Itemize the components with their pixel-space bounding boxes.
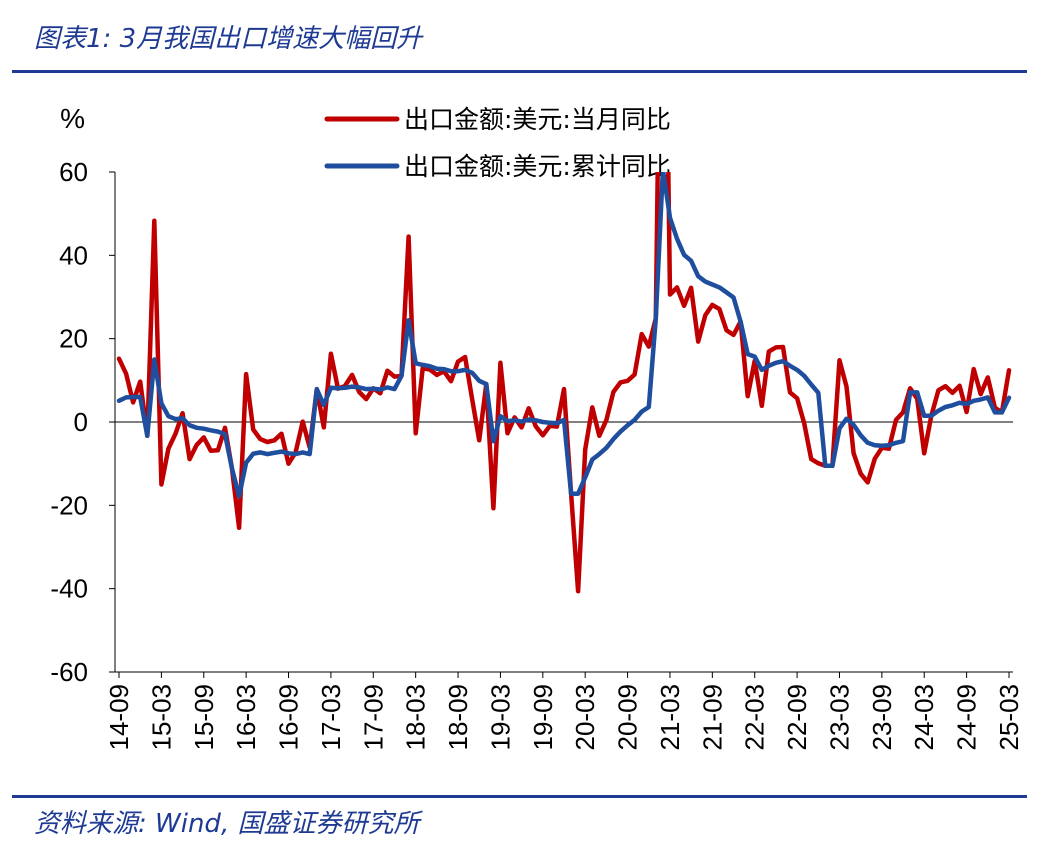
x-tick-label: 18-09 [443, 684, 473, 751]
x-tick-label: 15-09 [189, 684, 219, 751]
x-tick-label: 23-03 [824, 684, 854, 751]
x-tick-label: 23-09 [867, 684, 897, 751]
top-divider [12, 70, 1027, 73]
x-tick-label: 17-09 [358, 684, 388, 751]
x-tick-label: 16-09 [274, 684, 304, 751]
x-tick-label: 19-03 [485, 684, 515, 751]
series-line-1 [116, 172, 1012, 594]
x-tick-label: 14-09 [104, 684, 134, 751]
x-tick-label: 22-03 [740, 684, 770, 751]
legend-label-2: 出口金额:美元:累计同比 [404, 152, 671, 181]
series-layer [116, 172, 1012, 594]
y-tick-label: 60 [59, 157, 88, 187]
x-tick-label: 24-03 [909, 684, 939, 751]
x-tick-label: 19-09 [528, 684, 558, 751]
y-tick-label: 40 [59, 240, 88, 270]
figure-source: 资料来源: Wind, 国盛证券研究所 [34, 809, 420, 839]
y-axis-unit-label: % [60, 103, 85, 134]
x-tick-label: 20-03 [570, 684, 600, 751]
bottom-divider [12, 795, 1027, 798]
x-axis: 14-09 15-03 15-09 16-03 16-09 17-03 17-09 18-03… [104, 671, 1024, 751]
y-tick-label: -40 [50, 574, 88, 604]
x-tick-label: 20-09 [613, 684, 643, 751]
x-tick-label: 16-03 [231, 684, 261, 751]
series-line-2 [116, 172, 1012, 499]
y-tick-label: 0 [74, 407, 88, 437]
x-tick-label: 15-03 [146, 684, 176, 751]
x-tick-label: 21-09 [697, 684, 727, 751]
y-axis: 60 40 20 0 -20 -40 -60 [50, 157, 116, 687]
x-tick-label: 17-03 [316, 684, 346, 751]
x-tick-label: 24-09 [952, 684, 982, 751]
x-tick-label: 22-09 [782, 684, 812, 751]
figure-title: 图表1: 3月我国出口增速大幅回升 [34, 24, 423, 54]
x-tick-label: 18-03 [401, 684, 431, 751]
x-tick-label: 25-03 [994, 684, 1024, 751]
y-tick-label: -60 [50, 657, 88, 687]
y-tick-label: -20 [50, 490, 88, 520]
legend-label-1: 出口金额:美元:当月同比 [404, 105, 671, 134]
x-tick-label: 21-03 [655, 684, 685, 751]
y-tick-label: 20 [59, 324, 88, 354]
